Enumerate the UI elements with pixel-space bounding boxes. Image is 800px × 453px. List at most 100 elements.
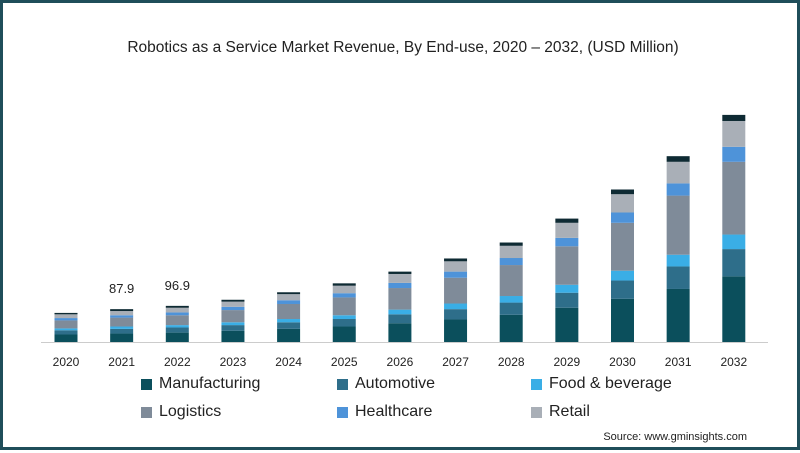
legend-label: Retail — [549, 403, 590, 420]
bar-segment-series-6-2032 — [722, 114, 746, 121]
bar-segment-healthcare-2030 — [611, 212, 634, 223]
x-tick-label: 2023 — [220, 355, 247, 369]
bar-segment-healthcare-2020 — [54, 318, 78, 321]
source-note: Source: www.gminsights.com — [603, 431, 747, 443]
bar-segment-series-6-2020 — [54, 312, 78, 315]
legend-label: Manufacturing — [159, 375, 261, 392]
bar-segment-food-beverage-2031 — [666, 254, 690, 267]
x-tick-label: 2032 — [720, 355, 747, 369]
bar-segment-healthcare-2027 — [444, 271, 468, 278]
bar-segment-manufacturing-2020 — [54, 334, 78, 342]
x-tick-label: 2025 — [331, 355, 358, 369]
bar-segment-food-beverage-2023 — [221, 322, 245, 326]
bar-segment-logistics-2028 — [499, 265, 523, 297]
bar-segment-manufacturing-2023 — [221, 330, 245, 342]
bar-segment-logistics-2022 — [165, 315, 189, 326]
bar-segment-series-6-2031 — [666, 156, 690, 162]
bar-segment-retail-2030 — [611, 194, 634, 213]
bar-segment-food-beverage-2032 — [722, 234, 746, 250]
x-tick-label: 2020 — [53, 355, 80, 369]
bar-segment-manufacturing-2030 — [611, 298, 634, 342]
bar-segment-retail-2031 — [666, 161, 690, 184]
bar-segment-logistics-2031 — [666, 195, 690, 255]
bar-segment-series-6-2021 — [110, 309, 134, 312]
bar-segment-manufacturing-2021 — [110, 333, 134, 342]
bar-segment-food-beverage-2027 — [444, 303, 468, 310]
legend-label: Automotive — [355, 375, 436, 392]
bar-segment-automotive-2024 — [277, 322, 301, 329]
legend-label: Food & beverage — [549, 375, 672, 392]
bar-segment-logistics-2024 — [277, 303, 301, 320]
bar-segment-logistics-2021 — [110, 317, 134, 327]
bar-segment-retail-2025 — [332, 285, 356, 294]
legend-label: Healthcare — [355, 403, 433, 420]
data-label: 96.9 — [165, 278, 190, 293]
bar-segment-automotive-2030 — [611, 280, 634, 299]
bar-segment-retail-2027 — [444, 261, 468, 272]
chart-title: Robotics as a Service Market Revenue, By… — [127, 39, 679, 56]
bar-segment-manufacturing-2022 — [165, 332, 189, 342]
bar-segment-healthcare-2026 — [388, 282, 412, 289]
bar-segment-logistics-2027 — [444, 277, 468, 304]
bar-segment-series-6-2026 — [388, 271, 412, 274]
legend-swatch — [337, 378, 348, 390]
bar-segment-healthcare-2023 — [221, 306, 245, 311]
data-label: 87.9 — [109, 281, 134, 296]
bar-segment-series-6-2025 — [332, 283, 356, 286]
bar-segment-automotive-2031 — [666, 266, 690, 289]
bar-segment-manufacturing-2025 — [332, 326, 356, 342]
legend-label: Logistics — [159, 403, 222, 420]
x-tick-label: 2022 — [164, 355, 191, 369]
bar-segment-series-6-2028 — [499, 242, 523, 246]
bar-segment-series-6-2029 — [555, 218, 579, 223]
bar-segment-retail-2020 — [54, 314, 78, 319]
bar-segment-retail-2022 — [165, 307, 189, 313]
bar-segment-healthcare-2021 — [110, 315, 134, 318]
bar-segment-food-beverage-2025 — [332, 315, 356, 319]
bar-segment-food-beverage-2020 — [54, 328, 78, 331]
bar-segment-automotive-2026 — [388, 314, 412, 324]
bar-segment-automotive-2028 — [499, 302, 523, 315]
bar-segment-logistics-2029 — [555, 246, 579, 285]
bar-segment-retail-2029 — [555, 222, 579, 238]
bar-segment-series-6-2030 — [611, 189, 634, 195]
bar-segment-healthcare-2031 — [666, 183, 690, 196]
x-tick-label: 2024 — [275, 355, 302, 369]
bar-segment-healthcare-2022 — [165, 312, 189, 316]
bar-segment-food-beverage-2029 — [555, 284, 579, 293]
bar-segment-healthcare-2032 — [722, 146, 746, 162]
bar-segment-manufacturing-2024 — [277, 328, 301, 342]
bar-segment-food-beverage-2028 — [499, 296, 523, 303]
bar-segment-manufacturing-2026 — [388, 323, 412, 342]
bar-segment-logistics-2032 — [722, 161, 746, 235]
bar-segment-retail-2026 — [388, 273, 412, 283]
bar-segment-manufacturing-2032 — [722, 276, 746, 342]
x-tick-label: 2021 — [108, 355, 135, 369]
bar-segment-automotive-2032 — [722, 249, 746, 277]
bar-segment-healthcare-2024 — [277, 300, 301, 304]
bar-segment-manufacturing-2028 — [499, 314, 523, 342]
bar-segment-logistics-2023 — [221, 310, 245, 323]
bar-segment-automotive-2023 — [221, 325, 245, 331]
legend-item: Logistics — [141, 403, 221, 421]
legend-swatch — [337, 406, 348, 418]
bar-segment-series-6-2023 — [221, 299, 245, 302]
bar-segment-retail-2032 — [722, 120, 746, 147]
bar-segment-retail-2024 — [277, 294, 301, 301]
legend-swatch — [141, 406, 152, 418]
bar-segment-retail-2023 — [221, 301, 245, 307]
legend-item: Manufacturing — [141, 375, 260, 393]
bar-segment-logistics-2025 — [332, 297, 356, 316]
bar-segment-series-6-2022 — [165, 305, 189, 308]
bar-segment-food-beverage-2026 — [388, 309, 412, 315]
legend-item: Retail — [531, 403, 590, 421]
legend-item: Healthcare — [337, 403, 432, 421]
legend-item: Food & beverage — [531, 375, 672, 393]
bar-segment-retail-2028 — [499, 245, 523, 259]
bar-segment-series-6-2024 — [277, 292, 301, 295]
legend-swatch — [531, 406, 542, 418]
bar-segment-food-beverage-2021 — [110, 326, 134, 329]
bar-segment-food-beverage-2024 — [277, 319, 301, 323]
bar-segment-manufacturing-2027 — [444, 319, 468, 342]
